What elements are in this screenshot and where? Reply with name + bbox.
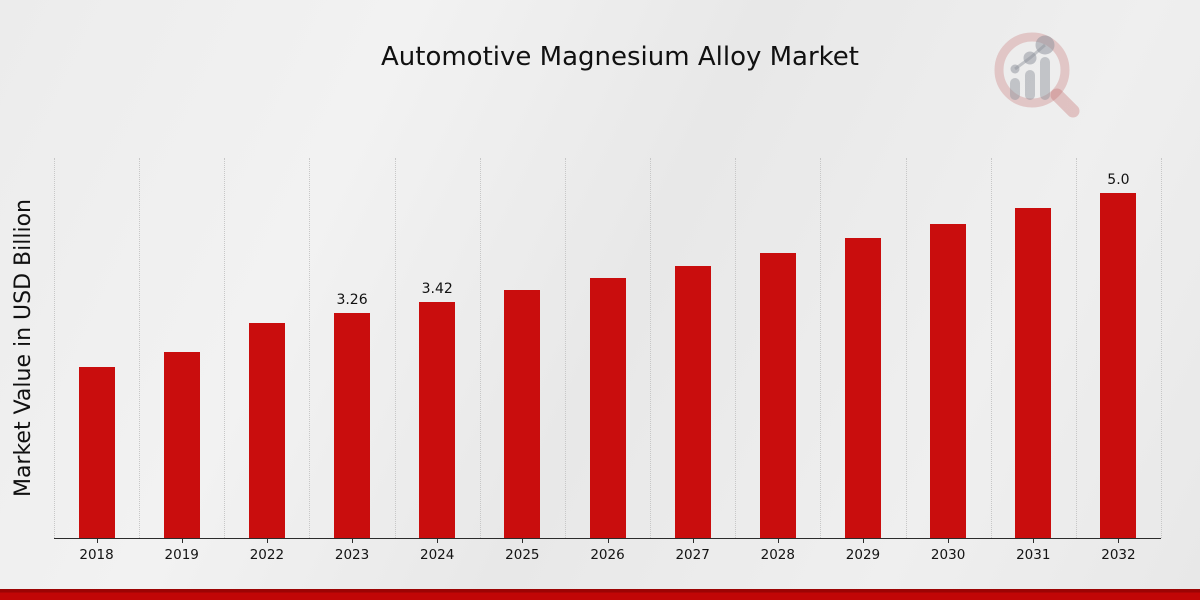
bar	[759, 252, 796, 538]
x-axis-tick	[692, 539, 694, 543]
bar	[334, 312, 371, 538]
bar-value-label: 3.26	[336, 291, 368, 308]
gridline	[990, 158, 992, 538]
logo-trend-dot-2	[1023, 51, 1037, 65]
x-axis-label: 2031	[1016, 547, 1051, 563]
x-axis-label: 2024	[420, 547, 455, 563]
bar	[419, 301, 456, 538]
chart-title: Automotive Magnesium Alloy Market	[380, 42, 860, 72]
y-axis-label: Market Value in USD Billion	[0, 158, 46, 538]
brand-watermark-logo	[994, 32, 1080, 118]
gridline	[820, 158, 822, 538]
bar	[1100, 192, 1137, 538]
gridline	[139, 158, 141, 538]
x-axis-tick	[266, 539, 268, 543]
gridline	[394, 158, 396, 538]
x-axis-label: 2022	[249, 547, 285, 563]
logo-bar-medium	[1025, 70, 1035, 100]
x-axis-tick	[522, 539, 524, 543]
x-axis-tick	[352, 539, 354, 543]
gridline	[564, 158, 566, 538]
bar	[504, 289, 541, 538]
x-axis-label: 2026	[590, 547, 625, 563]
gridline	[1161, 158, 1162, 538]
magnifier-ring-icon	[994, 32, 1070, 108]
magnifier-handle-icon	[1050, 88, 1080, 118]
bar	[674, 265, 711, 538]
bar	[844, 238, 881, 538]
plot-area: 2018 2019 2022 3.26 2023 3.42 2024 2025 2026 2027…	[54, 158, 1162, 563]
logo-trend-dot-1	[1010, 64, 1020, 74]
bar-value-label: 5.0	[1107, 171, 1130, 188]
x-axis-label: 2027	[675, 547, 710, 563]
gridline	[650, 158, 652, 538]
x-axis-label: 2030	[930, 547, 966, 563]
bar	[248, 323, 285, 538]
bar	[589, 278, 626, 538]
logo-trend-dot-3	[1035, 35, 1055, 55]
bar	[163, 352, 200, 538]
x-axis-label: 2032	[1101, 547, 1136, 563]
bottom-accent-band	[0, 589, 1200, 600]
x-axis-label: 2023	[334, 547, 370, 563]
bar	[78, 366, 115, 538]
x-axis-tick	[96, 539, 98, 543]
gridline	[479, 158, 481, 538]
x-axis-label: 2028	[760, 547, 795, 563]
x-axis-tick	[1033, 539, 1035, 543]
y-axis-label-text: Market Value in USD Billion	[10, 198, 36, 498]
gridline	[54, 158, 55, 538]
x-axis-label: 2025	[505, 547, 540, 563]
bar	[1015, 208, 1052, 538]
gridline	[224, 158, 226, 538]
x-axis-tick	[948, 539, 950, 543]
x-axis-label: 2018	[79, 547, 114, 563]
x-axis-tick	[777, 539, 779, 543]
logo-bar-small	[1010, 78, 1020, 100]
gridline	[735, 158, 737, 538]
bar-value-label: 3.42	[421, 280, 453, 297]
bar	[930, 223, 967, 538]
x-axis-tick	[181, 539, 183, 543]
gridline	[309, 158, 311, 538]
gridline	[1075, 158, 1077, 538]
x-axis-tick	[607, 539, 609, 543]
gridline	[905, 158, 907, 538]
x-axis-label: 2019	[164, 547, 199, 563]
x-axis-label: 2029	[845, 547, 881, 563]
x-axis-tick	[1118, 539, 1120, 543]
x-axis-tick	[437, 539, 439, 543]
logo-bar-tall	[1040, 57, 1050, 100]
x-axis-tick	[862, 539, 864, 543]
